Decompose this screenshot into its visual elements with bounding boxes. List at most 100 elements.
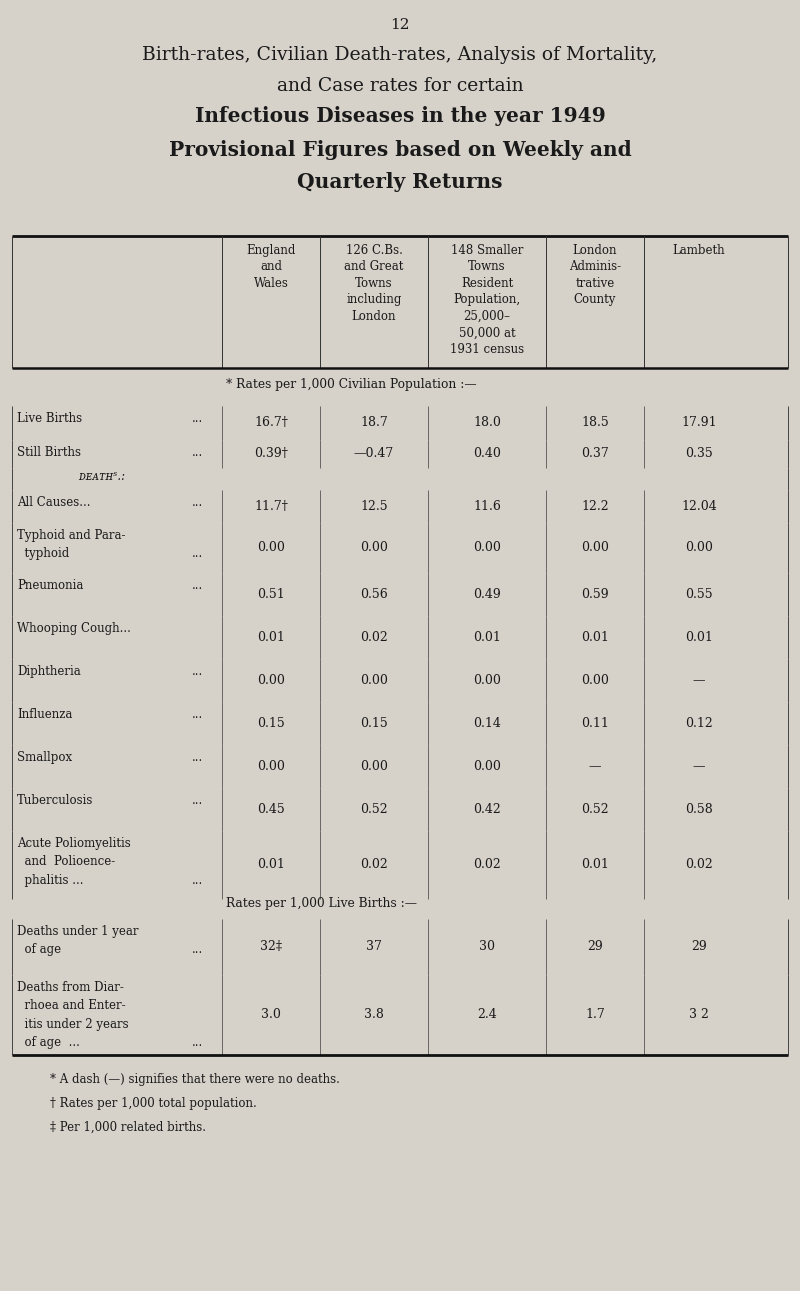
Text: All Causes...: All Causes...	[17, 496, 90, 509]
Text: Tuberculosis: Tuberculosis	[17, 794, 94, 807]
Text: 0.02: 0.02	[360, 631, 388, 644]
Text: typhoid: typhoid	[17, 547, 70, 560]
Text: 18.0: 18.0	[473, 417, 501, 430]
Text: 0.58: 0.58	[685, 803, 713, 816]
Text: 0.01: 0.01	[257, 859, 285, 871]
Text: 0.00: 0.00	[581, 541, 609, 555]
Text: 0.02: 0.02	[473, 859, 501, 871]
Text: 0.00: 0.00	[360, 674, 388, 687]
Text: ‡ Per 1,000 related births.: ‡ Per 1,000 related births.	[50, 1121, 206, 1133]
Text: —: —	[693, 674, 706, 687]
Text: 126 C.Bs.
and Great
Towns
including
London: 126 C.Bs. and Great Towns including Lond…	[344, 244, 404, 323]
Text: 0.01: 0.01	[473, 631, 501, 644]
Text: —: —	[589, 760, 602, 773]
Text: Deaths from Diar-: Deaths from Diar-	[17, 981, 124, 994]
Text: Infectious Diseases in the year 1949: Infectious Diseases in the year 1949	[194, 106, 606, 127]
Text: Acute Poliomyelitis: Acute Poliomyelitis	[17, 837, 130, 849]
Text: 0.45: 0.45	[257, 803, 285, 816]
Text: 0.55: 0.55	[685, 587, 713, 602]
Text: ...: ...	[192, 707, 203, 720]
Text: 3.0: 3.0	[261, 1008, 281, 1021]
Text: 0.01: 0.01	[581, 859, 609, 871]
Text: 11.6: 11.6	[473, 500, 501, 513]
Text: and  Polioence-: and Polioence-	[17, 856, 115, 869]
Text: 11.7†: 11.7†	[254, 500, 288, 513]
Text: Deaths under 1 year: Deaths under 1 year	[17, 924, 138, 939]
Text: 16.7†: 16.7†	[254, 417, 288, 430]
Text: ...: ...	[192, 944, 203, 957]
Text: ...: ...	[192, 874, 203, 887]
Text: 0.02: 0.02	[360, 859, 388, 871]
Text: 12.5: 12.5	[360, 500, 388, 513]
Text: itis under 2 years: itis under 2 years	[17, 1019, 129, 1032]
Text: ᴅᴇᴀᴛʜˢ.:: ᴅᴇᴀᴛʜˢ.:	[64, 470, 125, 483]
Text: 0.00: 0.00	[581, 674, 609, 687]
Text: 0.52: 0.52	[360, 803, 388, 816]
Text: Typhoid and Para-: Typhoid and Para-	[17, 529, 126, 542]
Text: England
and
Wales: England and Wales	[246, 244, 296, 290]
Text: 0.01: 0.01	[685, 631, 713, 644]
Text: 37: 37	[366, 941, 382, 954]
Text: 29: 29	[587, 941, 603, 954]
Text: 18.7: 18.7	[360, 417, 388, 430]
Text: 1.7: 1.7	[585, 1008, 605, 1021]
Text: 12.04: 12.04	[681, 500, 717, 513]
Text: 0.00: 0.00	[473, 674, 501, 687]
Text: 0.49: 0.49	[473, 587, 501, 602]
Text: 0.00: 0.00	[360, 760, 388, 773]
Text: 0.00: 0.00	[360, 541, 388, 555]
Text: 0.01: 0.01	[581, 631, 609, 644]
Text: 18.5: 18.5	[581, 417, 609, 430]
Text: ...: ...	[192, 751, 203, 764]
Text: Still Births: Still Births	[17, 445, 81, 460]
Text: 0.00: 0.00	[685, 541, 713, 555]
Text: 0.00: 0.00	[257, 760, 285, 773]
Text: Live Births: Live Births	[17, 412, 82, 425]
Text: 0.39†: 0.39†	[254, 448, 288, 461]
Text: Provisional Figures based on Weekly and: Provisional Figures based on Weekly and	[169, 139, 631, 160]
Text: 0.00: 0.00	[473, 760, 501, 773]
Text: Pneumonia: Pneumonia	[17, 578, 83, 593]
Text: 30: 30	[479, 941, 495, 954]
Text: 0.35: 0.35	[685, 448, 713, 461]
Text: 0.02: 0.02	[685, 859, 713, 871]
Text: —0.47: —0.47	[354, 448, 394, 461]
Text: 32‡: 32‡	[260, 941, 282, 954]
Text: 0.01: 0.01	[257, 631, 285, 644]
Text: 148 Smaller
Towns
Resident
Population,
25,000–
50,000 at
1931 census: 148 Smaller Towns Resident Population, 2…	[450, 244, 524, 356]
Text: 0.56: 0.56	[360, 587, 388, 602]
Text: Birth-rates, Civilian Death-rates, Analysis of Mortality,: Birth-rates, Civilian Death-rates, Analy…	[142, 46, 658, 65]
Text: —: —	[693, 760, 706, 773]
Text: 0.59: 0.59	[581, 587, 609, 602]
Text: ...: ...	[192, 665, 203, 678]
Text: 0.51: 0.51	[257, 587, 285, 602]
Text: 12.2: 12.2	[581, 500, 609, 513]
Text: 0.40: 0.40	[473, 448, 501, 461]
Text: Whooping Cough...: Whooping Cough...	[17, 622, 131, 635]
Text: 0.11: 0.11	[581, 717, 609, 729]
Text: 12: 12	[390, 18, 410, 32]
Text: 2.4: 2.4	[477, 1008, 497, 1021]
Text: London
Adminis-
trative
County: London Adminis- trative County	[569, 244, 621, 306]
Text: * Rates per 1,000 Civilian Population :—: * Rates per 1,000 Civilian Population :—	[226, 378, 477, 391]
Text: 3.8: 3.8	[364, 1008, 384, 1021]
Text: ...: ...	[192, 794, 203, 807]
Text: ...: ...	[192, 445, 203, 460]
Text: Smallpox: Smallpox	[17, 751, 72, 764]
Text: Lambeth: Lambeth	[673, 244, 726, 257]
Text: phalitis ...: phalitis ...	[17, 874, 83, 887]
Text: 17.91: 17.91	[681, 417, 717, 430]
Text: Rates per 1,000 Live Births :—: Rates per 1,000 Live Births :—	[226, 897, 417, 910]
Text: and Case rates for certain: and Case rates for certain	[277, 77, 523, 96]
Text: 0.00: 0.00	[257, 674, 285, 687]
Text: of age: of age	[17, 944, 61, 957]
Text: 0.42: 0.42	[473, 803, 501, 816]
Text: 0.00: 0.00	[473, 541, 501, 555]
Text: 3 2: 3 2	[689, 1008, 709, 1021]
Text: 0.12: 0.12	[685, 717, 713, 729]
Text: 0.15: 0.15	[257, 717, 285, 729]
Text: ...: ...	[192, 578, 203, 593]
Text: 0.14: 0.14	[473, 717, 501, 729]
Text: 0.00: 0.00	[257, 541, 285, 555]
Text: 0.15: 0.15	[360, 717, 388, 729]
